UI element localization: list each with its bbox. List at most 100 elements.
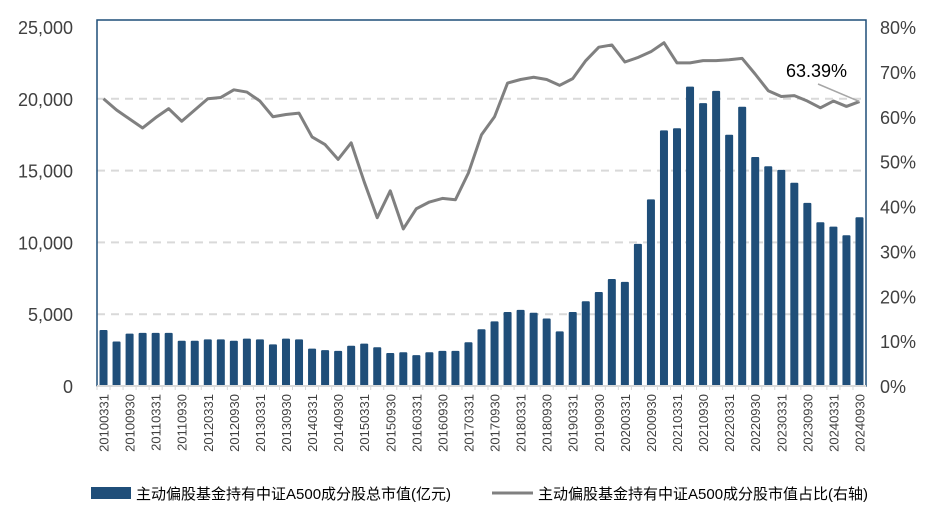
bar bbox=[373, 347, 382, 386]
bar bbox=[308, 348, 317, 386]
bar bbox=[620, 281, 629, 386]
x-tick-label: 20200331 bbox=[618, 394, 633, 452]
bar bbox=[581, 301, 590, 386]
x-tick-label: 20120331 bbox=[201, 394, 216, 452]
y-left-tick-label: 5,000 bbox=[28, 305, 73, 325]
x-tick-label: 20140930 bbox=[331, 394, 346, 452]
bar bbox=[386, 352, 395, 386]
x-tick-label: 20210331 bbox=[670, 394, 685, 452]
y-right-tick-label: 60% bbox=[880, 108, 916, 128]
bar bbox=[803, 202, 812, 386]
x-tick-label: 20130331 bbox=[253, 394, 268, 452]
bar bbox=[99, 329, 108, 386]
bar bbox=[816, 222, 825, 386]
x-tick-label: 20150331 bbox=[357, 394, 372, 452]
legend-bar-swatch bbox=[91, 487, 131, 499]
bar bbox=[673, 128, 682, 386]
bar bbox=[203, 339, 212, 386]
bar bbox=[399, 352, 408, 386]
x-tick-label: 20240930 bbox=[852, 394, 867, 452]
annotation-leader bbox=[817, 83, 860, 103]
y-left-tick-label: 15,000 bbox=[18, 162, 73, 182]
x-tick-label: 20150930 bbox=[383, 394, 398, 452]
bar bbox=[295, 339, 304, 386]
bar bbox=[699, 103, 708, 386]
y-left-tick-label: 25,000 bbox=[18, 18, 73, 38]
bar bbox=[646, 199, 655, 386]
y-left-tick-label: 0 bbox=[63, 377, 73, 397]
x-tick-label: 20220331 bbox=[722, 394, 737, 452]
annotation-label: 63.39% bbox=[786, 61, 847, 81]
x-tick-label: 20110331 bbox=[149, 394, 164, 451]
bar bbox=[855, 217, 864, 386]
bar bbox=[255, 339, 264, 386]
bar bbox=[529, 312, 538, 386]
bar bbox=[542, 318, 551, 386]
legend-bar-label: 主动偏股基金持有中证A500成分股总市值(亿元) bbox=[136, 486, 451, 503]
bar bbox=[477, 329, 486, 386]
bar bbox=[712, 90, 721, 386]
bar bbox=[451, 350, 460, 386]
bar bbox=[777, 169, 786, 386]
x-tick-label: 20100331 bbox=[97, 394, 112, 452]
bar bbox=[464, 342, 473, 386]
bar bbox=[112, 341, 121, 386]
x-tick-label: 20180331 bbox=[514, 394, 529, 452]
y-right-tick-label: 20% bbox=[880, 287, 916, 307]
x-tick-label: 20200930 bbox=[644, 394, 659, 452]
bar bbox=[125, 333, 134, 386]
y-right-tick-label: 70% bbox=[880, 63, 916, 83]
bar bbox=[503, 312, 512, 386]
bar bbox=[138, 332, 147, 386]
bar bbox=[829, 226, 838, 386]
bar bbox=[555, 331, 564, 386]
y-right-tick-label: 10% bbox=[880, 332, 916, 352]
bar bbox=[842, 235, 851, 386]
bar bbox=[686, 86, 695, 387]
y-left-tick-label: 20,000 bbox=[18, 90, 73, 110]
bar bbox=[425, 352, 434, 386]
bar bbox=[438, 350, 447, 386]
y-right-tick-label: 80% bbox=[880, 18, 916, 38]
x-tick-label: 20170930 bbox=[488, 394, 503, 452]
bar bbox=[281, 338, 290, 386]
y-left-tick-label: 10,000 bbox=[18, 233, 73, 253]
y-right-tick-label: 30% bbox=[880, 242, 916, 262]
bar bbox=[229, 340, 238, 386]
x-tick-label: 20190331 bbox=[566, 394, 581, 452]
legend-line-label: 主动偏股基金持有中证A500成分股市值占比(右轴) bbox=[538, 486, 868, 503]
x-tick-label: 20230930 bbox=[800, 394, 815, 452]
x-tick-label: 20230331 bbox=[774, 394, 789, 452]
bar bbox=[516, 309, 525, 386]
bar bbox=[268, 344, 277, 386]
bar bbox=[216, 339, 225, 386]
bar bbox=[764, 166, 773, 386]
x-tick-label: 20190930 bbox=[592, 394, 607, 452]
x-tick-label: 20160331 bbox=[409, 394, 424, 452]
bar bbox=[190, 340, 199, 386]
x-tick-label: 20160930 bbox=[435, 394, 450, 452]
y-right-tick-label: 0% bbox=[880, 377, 906, 397]
bar bbox=[659, 130, 668, 386]
x-tick-label: 20110930 bbox=[175, 394, 190, 451]
x-tick-label: 20220930 bbox=[748, 394, 763, 452]
bar bbox=[334, 350, 343, 386]
x-tick-label: 20120930 bbox=[227, 394, 242, 452]
bar bbox=[633, 243, 642, 386]
bar bbox=[151, 332, 160, 386]
bar bbox=[360, 343, 369, 386]
bar bbox=[568, 312, 577, 386]
bar bbox=[164, 332, 173, 386]
bar bbox=[177, 340, 186, 386]
bar bbox=[242, 338, 251, 386]
bar bbox=[347, 345, 356, 386]
y-right-tick-label: 50% bbox=[880, 153, 916, 173]
y-right-tick-label: 40% bbox=[880, 198, 916, 218]
x-tick-label: 20170331 bbox=[461, 394, 476, 452]
bar bbox=[321, 350, 330, 386]
x-tick-label: 20210930 bbox=[696, 394, 711, 452]
bar bbox=[412, 355, 421, 386]
bar bbox=[738, 106, 747, 386]
